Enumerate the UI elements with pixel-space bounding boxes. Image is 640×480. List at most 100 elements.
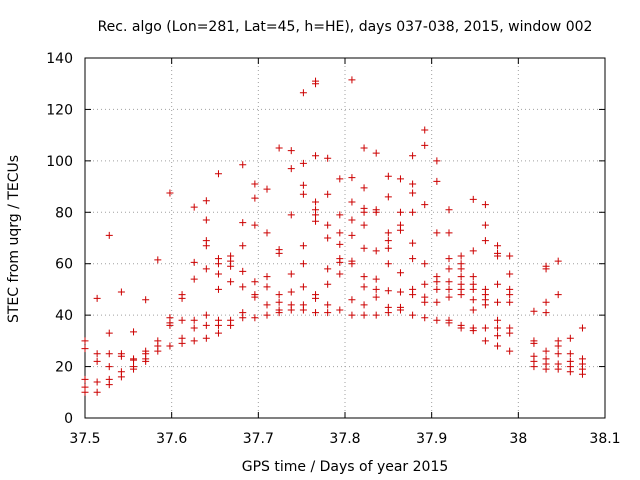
tick-labels: 37.5 37.6 37.7 37.8 37.9 38 38.1 0 20 40 60 80 100 12… — [46, 51, 620, 447]
data-point — [251, 194, 259, 202]
data-point — [421, 314, 429, 322]
data-point — [433, 285, 441, 293]
data-point — [93, 357, 101, 365]
axis-ticks — [84, 57, 606, 419]
data-point — [360, 244, 368, 252]
data-point — [494, 280, 502, 288]
data-point — [190, 316, 198, 324]
x-tick-label: 38.1 — [589, 431, 620, 447]
data-point — [117, 352, 125, 360]
data-point — [263, 185, 271, 193]
data-point — [142, 357, 150, 365]
data-point — [360, 221, 368, 229]
data-point — [506, 252, 514, 260]
data-point — [312, 294, 320, 302]
data-point — [312, 80, 320, 88]
data-point — [105, 381, 113, 389]
data-point — [336, 211, 344, 219]
x-tick-label: 37.7 — [243, 431, 274, 447]
data-point — [130, 328, 138, 336]
data-point — [275, 309, 283, 317]
data-point — [469, 327, 477, 335]
data-point — [360, 283, 368, 291]
data-point — [336, 175, 344, 183]
data-point — [214, 170, 222, 178]
data-point — [202, 216, 210, 224]
data-point — [554, 342, 562, 350]
data-point — [190, 337, 198, 345]
data-point — [251, 180, 259, 188]
data-point — [469, 296, 477, 304]
data-point — [93, 294, 101, 302]
data-point — [421, 298, 429, 306]
data-point — [287, 306, 295, 314]
data-point — [178, 339, 186, 347]
data-point — [481, 324, 489, 332]
data-point — [409, 239, 417, 247]
data-point — [81, 375, 89, 383]
data-point — [445, 255, 453, 263]
data-point — [445, 206, 453, 214]
data-point — [324, 309, 332, 317]
data-point — [421, 260, 429, 268]
data-point — [166, 321, 174, 329]
data-point — [469, 273, 477, 281]
data-point — [287, 270, 295, 278]
data-point — [348, 76, 356, 84]
data-point — [372, 247, 380, 255]
data-point — [202, 242, 210, 250]
data-point — [481, 337, 489, 345]
data-point — [433, 316, 441, 324]
data-point — [469, 306, 477, 314]
data-point — [263, 283, 271, 291]
data-point — [312, 211, 320, 219]
data-point — [299, 242, 307, 250]
data-point — [542, 347, 550, 355]
data-point — [81, 388, 89, 396]
data-point — [445, 285, 453, 293]
data-point — [554, 350, 562, 358]
data-point — [202, 311, 210, 319]
data-point — [457, 252, 465, 260]
data-point — [348, 198, 356, 206]
data-point — [530, 307, 538, 315]
y-tick-label: 60 — [55, 257, 73, 273]
data-point — [384, 172, 392, 180]
data-point — [93, 388, 101, 396]
data-point — [360, 301, 368, 309]
data-point — [348, 216, 356, 224]
data-point — [469, 285, 477, 293]
y-tick-label: 140 — [46, 51, 73, 67]
data-point — [263, 301, 271, 309]
data-point — [421, 126, 429, 134]
data-point — [396, 175, 404, 183]
data-point — [409, 180, 417, 188]
data-point — [421, 141, 429, 149]
data-point — [287, 288, 295, 296]
y-tick-label: 0 — [64, 411, 73, 427]
data-point — [239, 219, 247, 227]
data-point — [384, 229, 392, 237]
x-tick-label: 37.9 — [416, 431, 447, 447]
data-point — [457, 324, 465, 332]
data-point — [384, 237, 392, 245]
data-point — [299, 283, 307, 291]
data-point — [202, 334, 210, 342]
data-point — [263, 311, 271, 319]
data-point — [506, 329, 514, 337]
data-point — [239, 314, 247, 322]
data-point — [457, 265, 465, 273]
data-point — [506, 347, 514, 355]
data-point — [299, 159, 307, 167]
y-tick-label: 100 — [46, 154, 73, 170]
data-point — [554, 365, 562, 373]
data-point — [117, 373, 125, 381]
data-point — [481, 221, 489, 229]
data-point — [542, 265, 550, 273]
data-point — [166, 189, 174, 197]
data-point — [433, 229, 441, 237]
data-point — [469, 195, 477, 203]
data-point — [348, 231, 356, 239]
data-point — [336, 258, 344, 266]
